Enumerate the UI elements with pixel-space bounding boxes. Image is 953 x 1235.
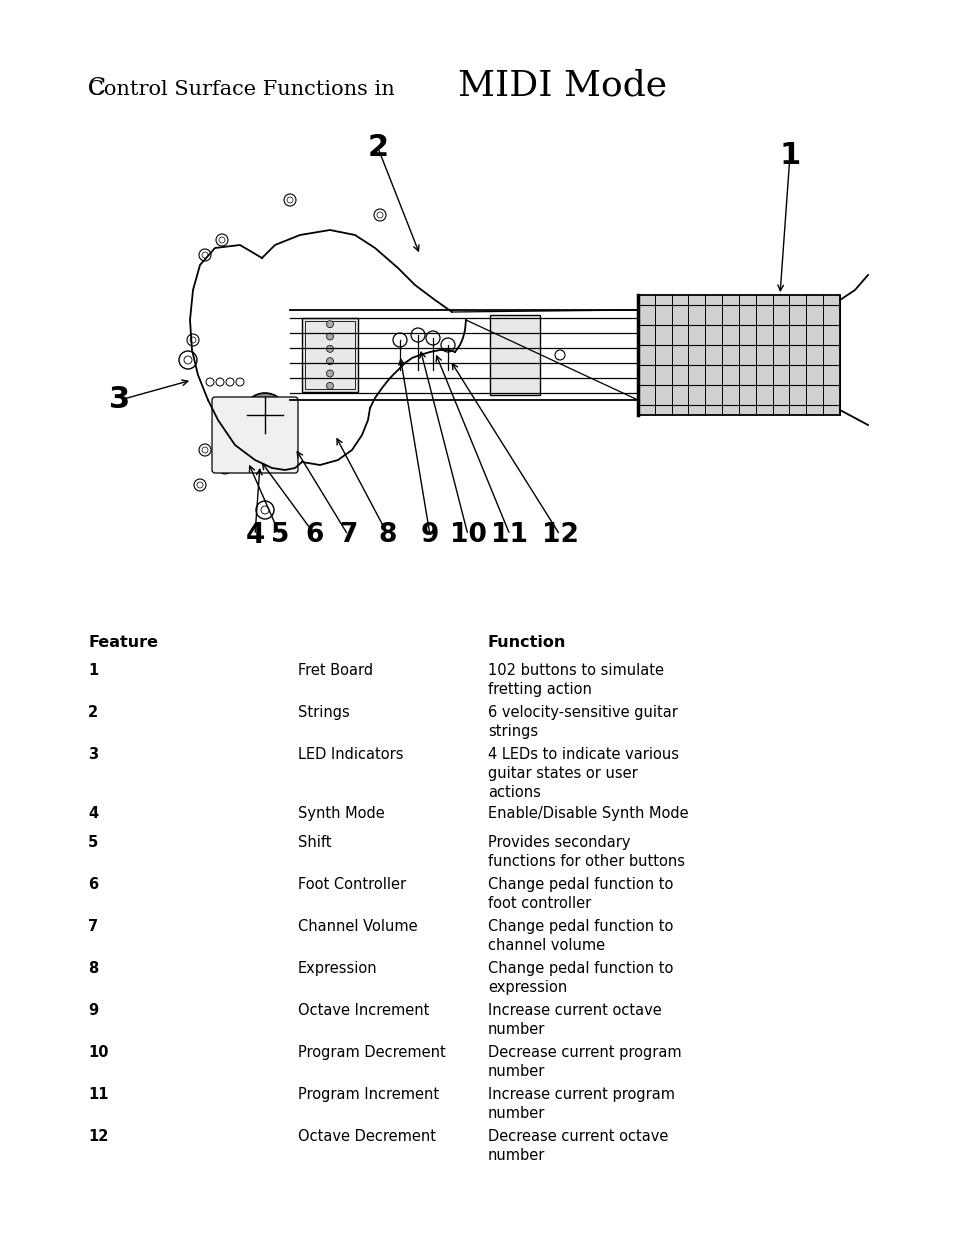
Text: 4 LEDs to indicate various
guitar states or user
actions: 4 LEDs to indicate various guitar states… <box>488 747 679 800</box>
Text: 4: 4 <box>88 806 98 821</box>
Text: 102 buttons to simulate
fretting action: 102 buttons to simulate fretting action <box>488 663 663 698</box>
Text: 1: 1 <box>779 141 800 169</box>
Text: 5: 5 <box>88 835 98 850</box>
Circle shape <box>555 350 564 359</box>
Text: 3: 3 <box>88 747 98 762</box>
Circle shape <box>255 501 274 519</box>
Bar <box>638 295 840 415</box>
Circle shape <box>249 448 263 462</box>
Circle shape <box>193 479 206 492</box>
Circle shape <box>179 351 196 369</box>
Text: Strings: Strings <box>297 705 350 720</box>
Text: Shift: Shift <box>297 835 331 850</box>
Text: 10: 10 <box>88 1045 109 1060</box>
Text: Change pedal function to
channel volume: Change pedal function to channel volume <box>488 919 673 953</box>
Text: Increase current program
number: Increase current program number <box>488 1087 675 1121</box>
Bar <box>490 315 539 395</box>
Circle shape <box>243 393 287 437</box>
Circle shape <box>326 346 334 352</box>
Text: Change pedal function to
expression: Change pedal function to expression <box>488 961 673 995</box>
Text: C: C <box>88 77 106 100</box>
Text: Decrease current octave
number: Decrease current octave number <box>488 1129 668 1163</box>
Text: Fret Board: Fret Board <box>297 663 373 678</box>
Text: Decrease current program
number: Decrease current program number <box>488 1045 680 1079</box>
Circle shape <box>440 338 455 352</box>
Text: 8: 8 <box>378 522 396 548</box>
Text: 7: 7 <box>338 522 356 548</box>
Text: Channel Volume: Channel Volume <box>297 919 417 934</box>
Text: 9: 9 <box>420 522 438 548</box>
Text: 3: 3 <box>110 385 131 415</box>
Circle shape <box>284 194 295 206</box>
Circle shape <box>235 378 244 387</box>
Text: Synth Mode: Synth Mode <box>297 806 384 821</box>
Text: Control Surface Functions in: Control Surface Functions in <box>88 80 401 99</box>
Text: Provides secondary
functions for other buttons: Provides secondary functions for other b… <box>488 835 684 869</box>
Text: Increase current octave
number: Increase current octave number <box>488 1003 661 1037</box>
Text: 2: 2 <box>88 705 98 720</box>
Circle shape <box>326 358 334 364</box>
Text: 10: 10 <box>449 522 486 548</box>
Text: 11: 11 <box>88 1087 109 1102</box>
Text: 11: 11 <box>491 522 528 548</box>
Text: Program Increment: Program Increment <box>297 1087 438 1102</box>
Text: 12: 12 <box>88 1129 109 1144</box>
Circle shape <box>206 378 213 387</box>
Text: 1: 1 <box>88 663 98 678</box>
Circle shape <box>393 333 407 347</box>
Text: 6: 6 <box>306 522 324 548</box>
Text: 12: 12 <box>541 522 578 548</box>
Circle shape <box>326 370 334 377</box>
Text: 5: 5 <box>271 522 289 548</box>
Text: 9: 9 <box>88 1003 98 1018</box>
Circle shape <box>251 401 278 429</box>
Circle shape <box>257 408 272 422</box>
Bar <box>305 321 355 389</box>
Circle shape <box>226 378 233 387</box>
Text: Change pedal function to
foot controller: Change pedal function to foot controller <box>488 877 673 911</box>
Circle shape <box>326 383 334 389</box>
Text: 7: 7 <box>88 919 98 934</box>
Circle shape <box>235 441 250 454</box>
Text: 6 velocity-sensitive guitar
strings: 6 velocity-sensitive guitar strings <box>488 705 678 740</box>
Text: 4: 4 <box>245 521 264 550</box>
Text: Program Decrement: Program Decrement <box>297 1045 445 1060</box>
Text: Foot Controller: Foot Controller <box>297 877 406 892</box>
Text: Feature: Feature <box>88 635 158 650</box>
Text: Expression: Expression <box>297 961 377 976</box>
Circle shape <box>219 462 231 474</box>
Circle shape <box>326 333 334 340</box>
Text: 2: 2 <box>367 133 388 163</box>
Text: Enable/Disable Synth Mode: Enable/Disable Synth Mode <box>488 806 688 821</box>
Text: 8: 8 <box>88 961 98 976</box>
Circle shape <box>426 331 439 345</box>
Text: Octave Decrement: Octave Decrement <box>297 1129 436 1144</box>
Circle shape <box>326 321 334 327</box>
Text: 6: 6 <box>88 877 98 892</box>
Text: MIDI Mode: MIDI Mode <box>457 68 666 103</box>
Circle shape <box>215 233 228 246</box>
Circle shape <box>374 209 386 221</box>
Circle shape <box>411 329 424 342</box>
Text: Octave Increment: Octave Increment <box>297 1003 429 1018</box>
Circle shape <box>187 333 199 346</box>
Circle shape <box>199 445 211 456</box>
Text: Function: Function <box>488 635 566 650</box>
FancyBboxPatch shape <box>212 396 297 473</box>
Circle shape <box>215 378 224 387</box>
Text: LED Indicators: LED Indicators <box>297 747 403 762</box>
Circle shape <box>199 249 211 261</box>
Bar <box>302 317 357 391</box>
